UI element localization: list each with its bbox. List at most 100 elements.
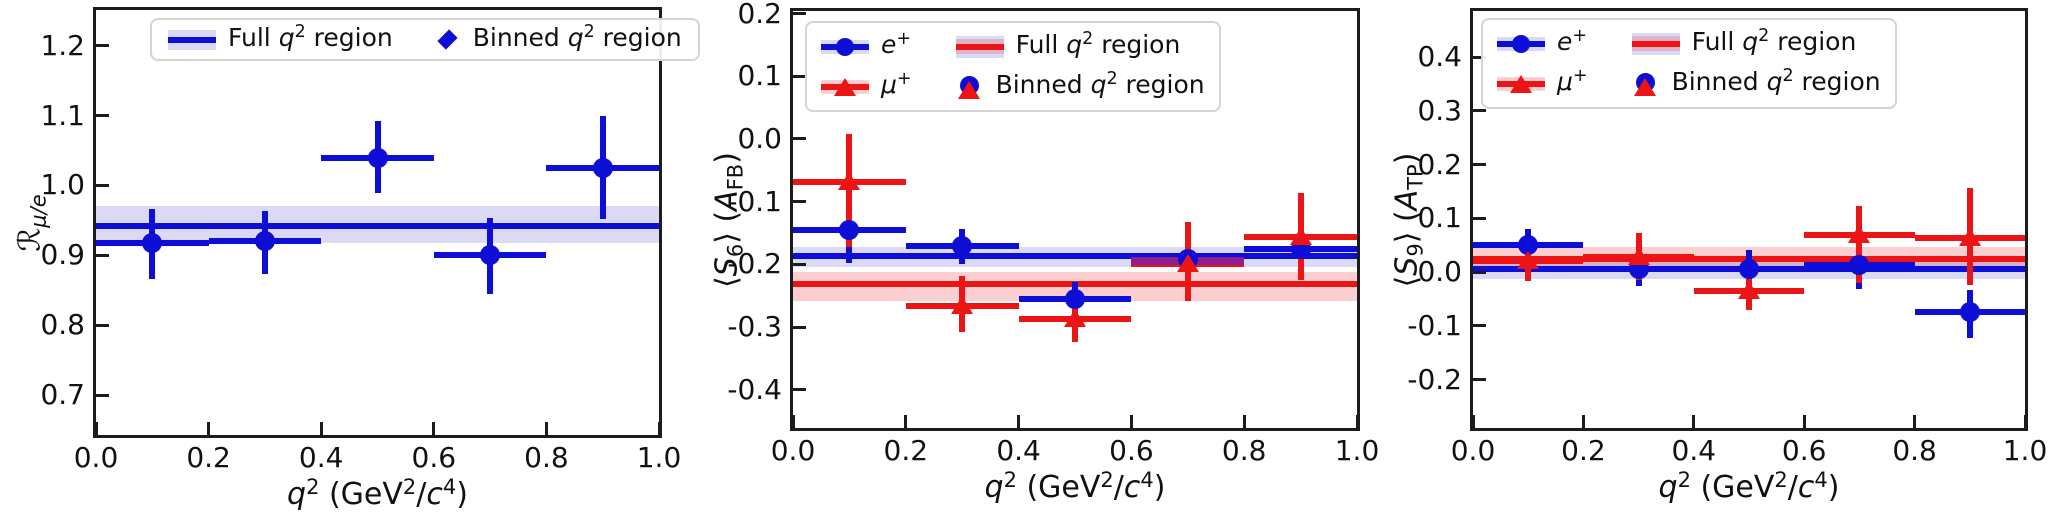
label-token: 6 — [723, 243, 748, 257]
label-token: 4 — [1814, 467, 1828, 492]
circle-marker — [1512, 34, 1530, 53]
legend-swatch-full-blue — [168, 29, 216, 51]
label-token: q — [567, 23, 584, 52]
x-tick-label: 0.2 — [186, 441, 231, 474]
data-point-circle — [1849, 255, 1870, 276]
label-token: / — [1787, 470, 1798, 505]
legend-swatch-binned-mix — [956, 75, 984, 99]
label-token: e — [1557, 27, 1573, 56]
y-tick-mark — [1473, 270, 1486, 274]
legend-entry: Full q2 region — [168, 22, 393, 55]
label-token: 2 — [402, 474, 417, 499]
y-tick-mark — [96, 393, 109, 397]
label-token: 4 — [1140, 467, 1154, 492]
legend-swatch-full-mix — [955, 35, 1004, 58]
label-token: e — [881, 30, 897, 59]
x-tick-mark — [207, 422, 211, 435]
line — [955, 43, 1004, 50]
label-token: q — [984, 470, 1004, 505]
data-point-triangle — [951, 295, 974, 314]
y-tick-label: 0.3 — [1417, 93, 1462, 127]
y-tick-mark — [793, 388, 806, 392]
label-token: S — [1389, 256, 1425, 276]
label-token: region — [1093, 30, 1181, 59]
x-axis-label: q2 (GeV2/c4) — [793, 467, 1357, 506]
chart-r-mu-e: 0.0 0.2 0.4 0.6 0.8 1.0 0.7 0.8 0.9 1.0 1.1 1.2 q2 (… — [13, 7, 700, 512]
chart-s9-atp: 0.0 0.2 0.4 0.6 0.8 1.0 0.4 0.3 0.2 0.1 0.0 -0.1 -0.… — [1390, 8, 2047, 505]
x-tick-label: 1.0 — [2002, 434, 2048, 467]
y-axis-label: ⟨S9⟩ (ATP) — [1389, 152, 1428, 287]
y-tick-label: 0.7 — [40, 378, 85, 412]
label-token: / — [416, 477, 427, 512]
y-tick-mark — [793, 137, 806, 141]
label-token: 2 — [1082, 29, 1094, 50]
y-tick-mark — [1473, 378, 1486, 382]
legend: e+ Full q2 region μ+ Binned q2 region — [805, 21, 1221, 112]
legend-entry: Full q2 region — [1631, 26, 1881, 59]
label-token: q — [1742, 27, 1759, 56]
legend-swatch-pt-red — [821, 76, 869, 98]
label-token: ) — [1153, 470, 1166, 505]
label-token: c — [1123, 470, 1141, 505]
triangle-marker — [1633, 77, 1656, 96]
plot-overlay: 0.0 0.2 0.4 0.6 0.8 1.0 0.4 0.3 0.2 0.1 0.0 -0.1 -0.… — [1390, 11, 2047, 505]
x-tick-label: 0.8 — [524, 441, 569, 474]
y-tick-mark — [1473, 324, 1486, 328]
x-tick-mark — [432, 422, 436, 435]
label-token: region — [1769, 27, 1857, 56]
label-token: 2 — [1003, 467, 1017, 492]
y-tick-label: 0.4 — [1417, 40, 1462, 74]
legend-entry: μ+ — [1497, 66, 1588, 99]
legend-entry: Binned q2 region — [956, 69, 1205, 102]
x-tick-mark — [2023, 415, 2027, 428]
label-token: 2 — [306, 474, 320, 499]
x-tick-label: 0.4 — [298, 441, 344, 474]
legend-entry: e+ — [821, 29, 912, 62]
label-token: 9 — [1403, 242, 1428, 257]
label-token: FB — [723, 163, 748, 190]
data-point-triangle — [1738, 280, 1760, 299]
data-point-circle — [480, 245, 501, 266]
y-tick-mark — [793, 74, 806, 78]
label-token: 2 — [1100, 467, 1114, 492]
label-token: c — [1797, 470, 1815, 505]
legend-label: μ+ — [881, 69, 912, 102]
data-point-triangle — [1848, 225, 1871, 244]
data-point-circle — [1959, 302, 1980, 323]
legend-swatch-pt-red — [1497, 73, 1545, 95]
x-tick-label: 0.2 — [883, 434, 929, 467]
y-tick-label: 1.0 — [40, 168, 85, 202]
label-token: (GeV — [1690, 470, 1775, 505]
y-tick-label: 1.1 — [40, 98, 85, 132]
label-token: ⟨ — [1389, 275, 1425, 287]
x-tick-mark — [791, 415, 795, 428]
triangle-marker — [1510, 74, 1532, 93]
data-point-triangle — [1627, 247, 1650, 266]
label-token: ⟩ ( — [1389, 209, 1425, 243]
data-point-triangle — [1064, 308, 1086, 327]
label-token: 2 — [294, 22, 306, 43]
plot-area — [1473, 11, 2025, 428]
label-token: q — [1090, 70, 1107, 99]
y-tick-mark — [1473, 55, 1486, 59]
data-point-triangle — [1289, 227, 1312, 246]
x-tick-mark — [904, 415, 908, 428]
triangle-marker — [957, 80, 980, 99]
label-token: c — [426, 477, 443, 512]
legend-swatch-full-mix — [1631, 32, 1680, 55]
x-tick-mark — [1017, 415, 1021, 428]
x-axis-label: q2 (GeV2/c4) — [96, 474, 659, 513]
label-token: TP — [1403, 163, 1428, 190]
x-tick-mark — [1692, 415, 1696, 428]
y-tick-label: 0.2 — [1417, 147, 1462, 181]
x-tick-mark — [1471, 415, 1475, 428]
data-point-triangle — [1176, 253, 1199, 272]
label-token: 2 — [1782, 66, 1794, 87]
y-tick-label: 0.9 — [40, 238, 85, 272]
label-token: region — [594, 23, 682, 52]
x-tick-label: 0.4 — [996, 434, 1041, 467]
x-tick-label: 0.0 — [1450, 434, 1496, 467]
legend-label: Full q2 region — [1016, 29, 1181, 62]
plot-overlay: 0.0 0.2 0.4 0.6 0.8 1.0 0.2 0.1 0.0 -0.1 -0.2 -0.3 -… — [710, 0, 1380, 505]
